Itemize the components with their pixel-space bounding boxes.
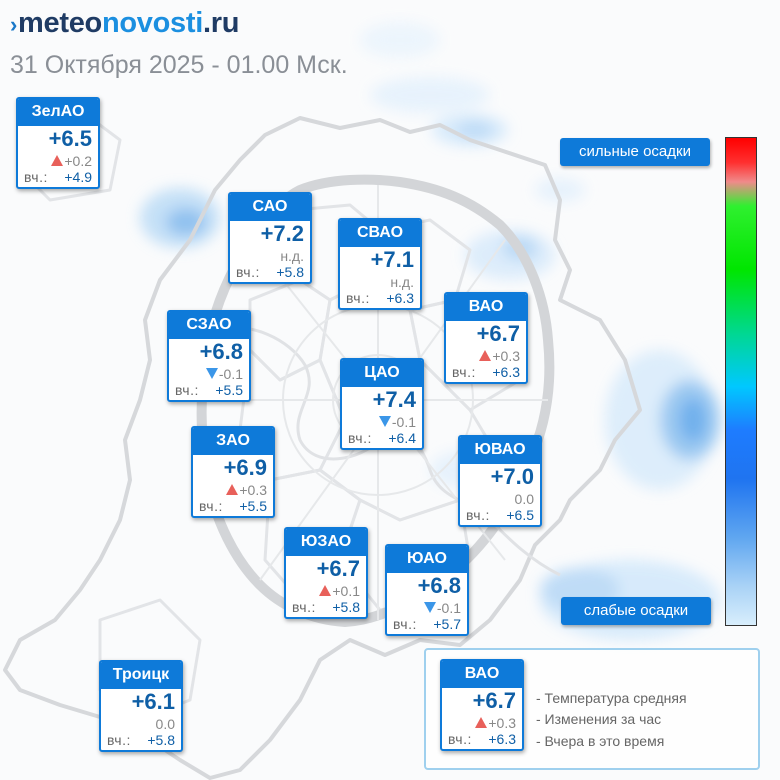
district-name: СЗАО [169, 312, 249, 339]
yesterday-row: вч.: +6.3 [346, 290, 414, 306]
district-card-zao: ЗАО +6.9 +0.3 вч.: +5.5 [191, 426, 275, 518]
district-card-yuvao: ЮВАО +7.0 0.0 вч.: +6.5 [458, 435, 542, 527]
yesterday-value: +5.5 [239, 498, 267, 514]
legend-item-hourly-change: - Изменения за час [536, 711, 662, 727]
district-name: ЦАО [342, 360, 422, 387]
site-logo[interactable]: ›meteonovosti.ru [10, 6, 239, 42]
district-name: ЗелАО [18, 99, 98, 126]
yesterday-value: +5.8 [147, 732, 175, 748]
district-card-zelao: ЗелАО +6.5 +0.2 вч.: +4.9 [16, 97, 100, 189]
legend-item-yesterday: - Вчера в это время [536, 733, 665, 749]
district-name: САО [230, 194, 310, 221]
hourly-change: -0.1 [423, 600, 461, 616]
yesterday-row: вч.: +5.5 [175, 382, 243, 398]
temperature-value: +6.8 [199, 339, 243, 364]
yesterday-row: вч.: +6.5 [466, 507, 534, 523]
yesterday-row: вч.: +5.8 [236, 264, 304, 280]
trend-up-icon [479, 350, 492, 361]
temperature-value: +7.0 [490, 464, 534, 489]
logo-mark-icon: › [10, 12, 18, 37]
yesterday-value: +5.8 [276, 264, 304, 280]
hourly-change: -0.1 [205, 366, 243, 382]
hourly-change: 0.0 [155, 716, 175, 732]
hourly-change: 0.0 [514, 491, 534, 507]
scale-label-weak: слабые осадки [561, 597, 711, 625]
timestamp-subtitle: 31 Октября 2025 - 01.00 Мск. [10, 51, 348, 79]
hourly-change: -0.1 [378, 414, 416, 430]
temperature-value: +6.5 [48, 126, 92, 151]
yesterday-row: вч.: +6.4 [348, 430, 416, 446]
hourly-change: н.д. [280, 248, 304, 264]
yesterday-value: +6.3 [386, 290, 414, 306]
logo-part-novosti: novosti [101, 7, 203, 39]
district-name: ВАО [442, 661, 522, 688]
trend-up-icon [226, 484, 239, 495]
yesterday-value: +6.5 [506, 507, 534, 523]
hourly-change: +0.3 [479, 348, 520, 364]
trend-down-icon [205, 368, 218, 379]
yesterday-row: вч.: +6.3 [452, 364, 520, 380]
district-card-yuzao: ЮЗАО +6.7 +0.1 вч.: +5.8 [284, 527, 368, 619]
yesterday-row: вч.: +5.8 [107, 732, 175, 748]
temperature-value: +7.2 [260, 221, 304, 246]
yesterday-row: вч.: +4.9 [24, 169, 92, 185]
district-name: ЮЗАО [286, 529, 366, 556]
district-name: СВАО [340, 220, 420, 247]
temperature-value: +7.1 [370, 247, 414, 272]
district-name: ВАО [446, 294, 526, 321]
hourly-change: н.д. [390, 274, 414, 290]
hourly-change: +0.3 [475, 715, 516, 731]
legend-item-average-temp: - Температура средняя [536, 690, 687, 706]
district-name: ЮАО [387, 546, 467, 573]
yesterday-value: +6.3 [492, 364, 520, 380]
district-card-sao: САО +7.2 н.д. вч.: +5.8 [228, 192, 312, 284]
trend-up-icon [319, 585, 332, 596]
temperature-value: +6.7 [472, 688, 516, 713]
temperature-value: +7.4 [372, 387, 416, 412]
hourly-change: +0.2 [51, 153, 92, 169]
legend-sample-card: ВАО +6.7 +0.3 вч.: +6.3 [440, 659, 524, 751]
temperature-value: +6.1 [131, 689, 175, 714]
yesterday-row: вч.: +5.5 [199, 498, 267, 514]
outer-region-outline [3, 116, 642, 780]
trend-up-icon [51, 155, 64, 166]
temperature-value: +6.7 [316, 556, 360, 581]
district-name: ЮВАО [460, 437, 540, 464]
yesterday-row: вч.: +6.3 [448, 731, 516, 747]
temperature-value: +6.8 [417, 573, 461, 598]
yesterday-value: +5.5 [215, 382, 243, 398]
district-name: ЗАО [193, 428, 273, 455]
scale-label-strong: сильные осадки [560, 138, 710, 166]
temperature-value: +6.7 [476, 321, 520, 346]
district-card-szao: СЗАО +6.8 -0.1 вч.: +5.5 [167, 310, 251, 402]
district-card-vao: ВАО +6.7 +0.3 вч.: +6.3 [444, 292, 528, 384]
district-card-troitsk: Троицк +6.1 0.0 вч.: +5.8 [99, 660, 183, 752]
district-name: Троицк [101, 662, 181, 689]
logo-part-domain: .ru [202, 7, 240, 39]
trend-down-icon [423, 602, 436, 613]
yesterday-value: +5.7 [433, 616, 461, 632]
yesterday-value: +6.3 [488, 731, 516, 747]
district-card-yuao: ЮАО +6.8 -0.1 вч.: +5.7 [385, 544, 469, 636]
temperature-value: +6.9 [223, 455, 267, 480]
yesterday-row: вч.: +5.7 [393, 616, 461, 632]
district-card-svao: СВАО +7.1 н.д. вч.: +6.3 [338, 218, 422, 310]
yesterday-row: вч.: +5.8 [292, 599, 360, 615]
yesterday-value: +4.9 [64, 169, 92, 185]
hourly-change: +0.3 [226, 482, 267, 498]
trend-down-icon [378, 416, 391, 427]
precipitation-scale-bar [725, 137, 757, 626]
trend-up-icon [475, 717, 488, 728]
yesterday-value: +6.4 [388, 430, 416, 446]
logo-part-meteo: meteo [18, 7, 102, 39]
district-card-tsao: ЦАО +7.4 -0.1 вч.: +6.4 [340, 358, 424, 450]
hourly-change: +0.1 [319, 583, 360, 599]
yesterday-value: +5.8 [332, 599, 360, 615]
